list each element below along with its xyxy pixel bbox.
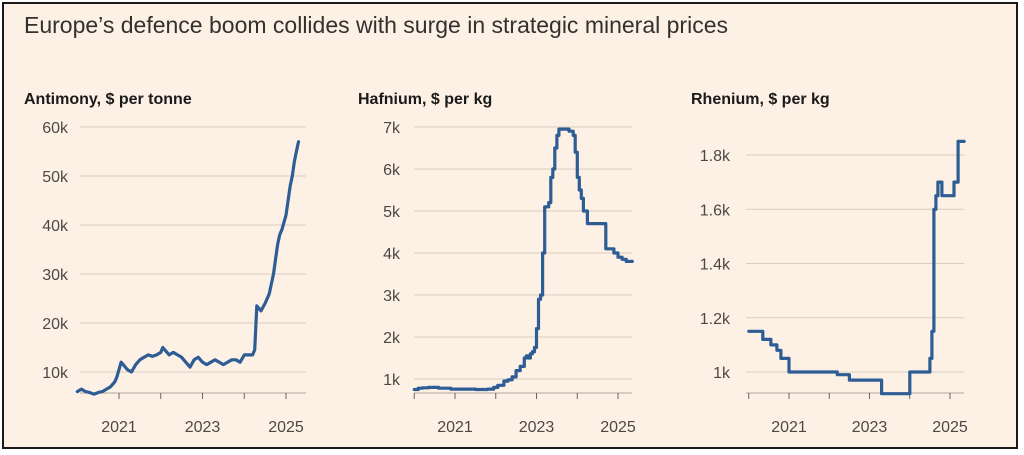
- hafnium-y-tick-label: 5k: [383, 204, 401, 221]
- antimony-y-tick-label: 40k: [42, 218, 69, 235]
- hafnium-price-line: [412, 127, 634, 392]
- rhenium-y-tick-label: 1.2k: [700, 311, 731, 328]
- rhenium-chart-title: Rhenium, $ per kg: [691, 91, 830, 108]
- rhenium-price-line: [747, 139, 966, 396]
- hafnium-y-tick-label: 3k: [383, 288, 401, 305]
- hafnium-y-tick-label: 4k: [383, 246, 401, 263]
- figure-title: Europe’s defence boom collides with surg…: [24, 12, 728, 38]
- antimony-chart: 10k 20k 30k 40k 50k 60k 2021 2023 2025: [42, 120, 306, 436]
- antimony-chart-title: Antimony, $ per tonne: [24, 91, 192, 108]
- antimony-x-tick-label: 2023: [185, 419, 221, 436]
- hafnium-x-tick-label: 2021: [437, 419, 473, 436]
- antimony-x-tick-label: 2025: [268, 419, 304, 436]
- rhenium-x-tick-label: 2023: [852, 419, 888, 436]
- antimony-x-tick-label: 2021: [101, 419, 137, 436]
- chart-figure: Europe’s defence boom collides with surg…: [2, 2, 1018, 449]
- hafnium-chart-title: Hafnium, $ per kg: [358, 91, 493, 108]
- rhenium-y-tick-label: 1.8k: [700, 148, 731, 165]
- rhenium-chart: 1k 1.2k 1.4k 1.6k 1.8k 2021 2023 2025: [700, 139, 968, 436]
- hafnium-y-tick-label: 2k: [383, 330, 401, 347]
- antimony-y-tick-label: 10k: [42, 365, 69, 382]
- hafnium-y-tick-label: 1k: [383, 372, 401, 389]
- hafnium-chart: 1k 2k 3k 4k 5k 6k 7k 2021 2023 2025: [383, 120, 636, 436]
- hafnium-y-tick-label: 6k: [383, 162, 401, 179]
- rhenium-x-tick-label: 2025: [932, 419, 968, 436]
- rhenium-x-tick-label: 2021: [771, 419, 807, 436]
- hafnium-x-tick-label: 2025: [600, 419, 636, 436]
- rhenium-y-tick-label: 1k: [713, 365, 731, 382]
- hafnium-y-tick-label: 7k: [383, 120, 401, 137]
- antimony-y-tick-label: 30k: [42, 267, 69, 284]
- antimony-y-tick-label: 60k: [42, 120, 69, 137]
- antimony-price-line: [75, 140, 301, 396]
- antimony-y-tick-label: 20k: [42, 316, 69, 333]
- rhenium-y-tick-label: 1.6k: [700, 202, 731, 219]
- antimony-y-tick-label: 50k: [42, 169, 69, 186]
- hafnium-x-tick-label: 2023: [519, 419, 555, 436]
- rhenium-y-tick-label: 1.4k: [700, 257, 731, 274]
- charts-area: 10k 20k 30k 40k 50k 60k 2021 2023 2025 1k 2k 3k 4k 5k…: [42, 120, 968, 436]
